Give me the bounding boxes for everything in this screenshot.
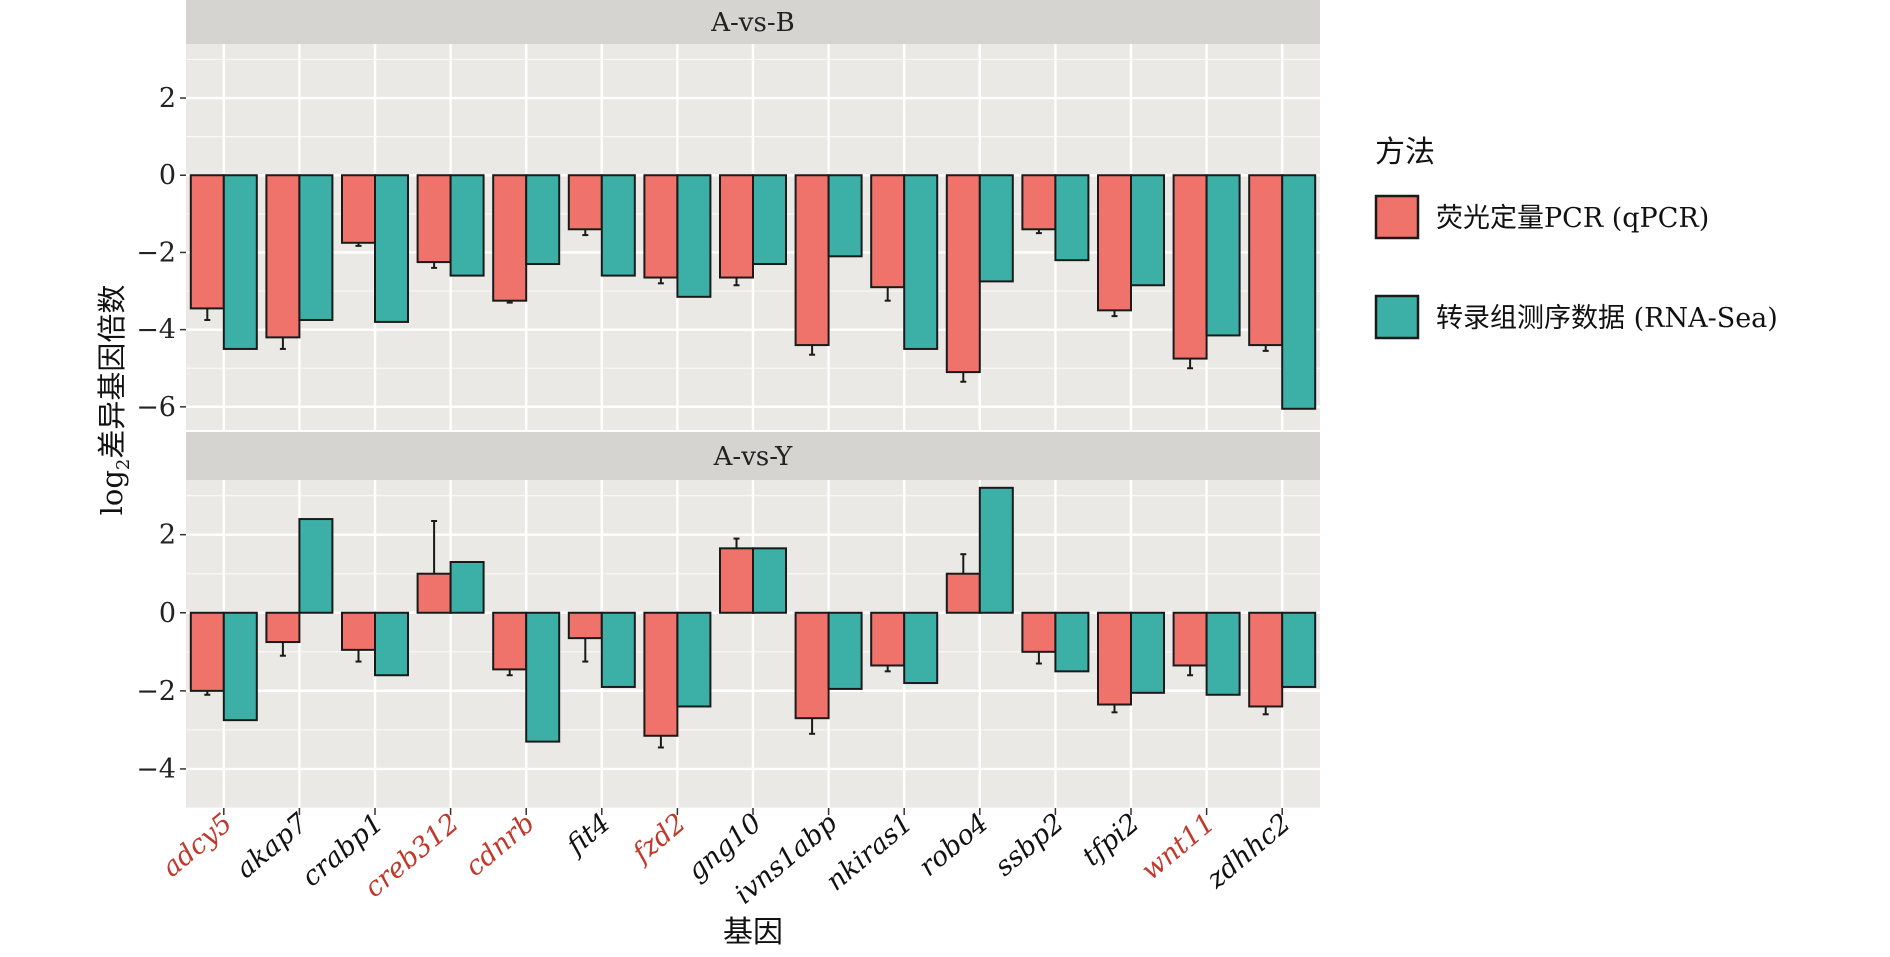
rnaseq-bar-gng10 bbox=[752, 547, 787, 614]
qpcr-bar-tfpi2 bbox=[1097, 611, 1132, 706]
rnaseq-bar-akap7 bbox=[298, 174, 334, 321]
qpcr-bar-adcy5 bbox=[189, 611, 225, 692]
qpcr-bar-cdnrb bbox=[492, 174, 528, 302]
qpcr-bar-wnt11 bbox=[1172, 174, 1208, 360]
rnaseq-bar-cdnrb bbox=[525, 611, 561, 743]
qpcr-bar-robo4 bbox=[945, 174, 981, 374]
rnaseq-bar-tfpi2 bbox=[1130, 174, 1165, 287]
rnaseq-bar-ivns1abp bbox=[827, 611, 863, 690]
rnaseq-bar-fit4 bbox=[600, 611, 636, 688]
panel-2: A-vs-Y20−2−4adcy5akap7crabp1creb312cdnrb… bbox=[136, 432, 1320, 910]
x-tick-label-fit4: fit4 bbox=[560, 808, 617, 863]
rnaseq-bar-gng10 bbox=[752, 174, 787, 266]
rnaseq-bar-tfpi2 bbox=[1130, 611, 1165, 694]
y-tick-label: −2 bbox=[136, 676, 176, 707]
qpcr-bar-akap7 bbox=[265, 174, 301, 339]
rnaseq-bar-crabp1 bbox=[374, 611, 409, 677]
qpcr-bar-gng10 bbox=[719, 174, 754, 279]
rnaseq-bar-creb312 bbox=[449, 561, 485, 614]
qpcr-bar-ssbp2 bbox=[1021, 611, 1057, 653]
x-tick-label-nkiras1: nkiras1 bbox=[820, 808, 918, 898]
rnaseq-bar-cdnrb bbox=[525, 174, 561, 266]
rnaseq-bar-fzd2 bbox=[676, 611, 712, 708]
rnaseq-bar-fzd2 bbox=[676, 174, 712, 298]
qpcr-bar-ssbp2 bbox=[1021, 174, 1057, 231]
qpcr-bar-creb312 bbox=[416, 174, 452, 264]
qpcr-bar-adcy5 bbox=[189, 174, 225, 310]
qpcr-bar-crabp1 bbox=[341, 174, 376, 244]
x-tick-label-ssbp2: ssbp2 bbox=[989, 808, 1070, 883]
rnaseq-bar-adcy5 bbox=[222, 174, 258, 350]
panel-strip bbox=[186, 432, 1320, 480]
qpcr-bar-fit4 bbox=[567, 611, 603, 640]
y-tick-label: 0 bbox=[159, 598, 176, 629]
rnaseq-bar-robo4 bbox=[978, 174, 1014, 283]
rnaseq-bar-ivns1abp bbox=[827, 174, 863, 258]
x-tick-label-cdnrb: cdnrb bbox=[459, 808, 540, 883]
y-tick-label: −2 bbox=[136, 237, 176, 268]
x-tick-label-fzd2: fzd2 bbox=[625, 808, 691, 871]
y-tick-label: 2 bbox=[159, 520, 176, 551]
rnaseq-bar-ssbp2 bbox=[1054, 611, 1090, 673]
qpcr-bar-fzd2 bbox=[643, 611, 679, 737]
qpcr-bar-cdnrb bbox=[492, 611, 528, 671]
qpcr-bar-crabp1 bbox=[341, 611, 376, 651]
legend-title: 方法 bbox=[1375, 135, 1435, 170]
y-tick-label: 2 bbox=[159, 83, 176, 114]
qpcr-bar-ivns1abp bbox=[794, 611, 830, 720]
rnaseq-bar-akap7 bbox=[298, 518, 334, 614]
panel-strip bbox=[186, 0, 1320, 44]
x-axis-title: 基因 bbox=[723, 915, 783, 950]
rnaseq-bar-ssbp2 bbox=[1054, 174, 1090, 262]
qpcr-bar-akap7 bbox=[265, 611, 301, 644]
x-tick-label-adcy5: adcy5 bbox=[156, 808, 238, 884]
qpcr-bar-zdhhc2 bbox=[1248, 611, 1284, 708]
qpcr-bar-nkiras1 bbox=[870, 611, 906, 667]
panel-1: A-vs-B 2 0 −2 −4 −6 bbox=[136, 0, 1320, 430]
qpcr-bar-fzd2 bbox=[643, 174, 679, 279]
rnaseq-bar-wnt11 bbox=[1205, 611, 1241, 696]
rnaseq-bar-nkiras1 bbox=[903, 611, 939, 685]
qpcr-bar-zdhhc2 bbox=[1248, 174, 1284, 347]
qpcr-bar-gng10 bbox=[719, 547, 754, 614]
qpcr-bar-wnt11 bbox=[1172, 611, 1208, 667]
rnaseq-bar-adcy5 bbox=[222, 611, 258, 722]
y-tick-label: 0 bbox=[159, 160, 176, 191]
rnaseq-bar-fit4 bbox=[600, 174, 636, 277]
qpcr-bar-ivns1abp bbox=[794, 174, 830, 347]
rnaseq-bar-robo4 bbox=[978, 486, 1014, 614]
rnaseq-bar-zdhhc2 bbox=[1281, 174, 1317, 410]
qpcr-bar-fit4 bbox=[567, 174, 603, 231]
x-tick-label-zdhhc2: zdhhc2 bbox=[1200, 808, 1296, 896]
rnaseq-bar-crabp1 bbox=[374, 174, 409, 323]
qpcr-bar-creb312 bbox=[416, 572, 452, 614]
panel-strip-title: A-vs-Y bbox=[713, 442, 794, 472]
qpcr-bar-tfpi2 bbox=[1097, 174, 1132, 312]
panel-strip-title: A-vs-B bbox=[710, 8, 794, 38]
rnaseq-bar-nkiras1 bbox=[903, 174, 939, 350]
qpcr-bar-robo4 bbox=[945, 572, 981, 614]
legend-key-1 bbox=[1374, 194, 1420, 240]
y-tick-label: −6 bbox=[136, 392, 176, 423]
y-axis-title: log2差异基因倍数 bbox=[95, 285, 134, 516]
x-tick-label-robo4: robo4 bbox=[913, 808, 994, 883]
legend-key-2 bbox=[1374, 294, 1420, 340]
qpcr-bar-nkiras1 bbox=[870, 174, 906, 289]
legend-label-2: 转录组测序数据 (RNA-Sea) bbox=[1436, 303, 1778, 334]
y-tick-label: −4 bbox=[136, 754, 176, 785]
rnaseq-bar-wnt11 bbox=[1205, 174, 1241, 337]
y-tick-label: −4 bbox=[136, 315, 176, 346]
rnaseq-bar-creb312 bbox=[449, 174, 485, 277]
rnaseq-bar-zdhhc2 bbox=[1281, 611, 1317, 688]
legend-label-1: 荧光定量PCR (qPCR) bbox=[1436, 203, 1709, 234]
